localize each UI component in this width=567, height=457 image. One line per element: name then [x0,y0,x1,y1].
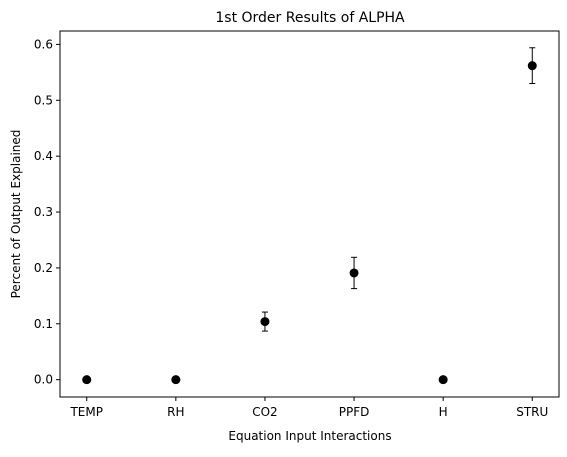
y-tick-label: 0.3 [34,205,53,219]
x-axis: TEMP RH CO2 PPFD H STRU [69,397,548,419]
data-point [349,268,359,278]
chart-title: 1st Order Results of ALPHA [215,10,405,26]
data-point [438,375,448,385]
y-tick-label: 0.6 [34,37,53,51]
data-point [82,375,92,385]
x-tick-label: RH [167,405,184,419]
data-points [82,47,537,385]
data-point [260,317,270,327]
y-tick-label: 0.5 [34,93,53,107]
y-tick-label: 0.1 [34,317,53,331]
x-axis-label: Equation Input Interactions [228,429,391,443]
x-tick-label: H [439,405,448,419]
data-point [171,375,181,385]
y-tick-label: 0.4 [34,149,53,163]
y-axis: 0.0 0.1 0.2 0.3 0.4 0.5 0.6 [34,37,60,387]
y-tick-label: 0.2 [34,261,53,275]
x-tick-label: STRU [516,405,548,419]
x-tick-label: CO2 [252,405,277,419]
data-point [527,61,537,71]
y-axis-label: Percent of Output Explained [9,130,23,299]
x-tick-label: TEMP [69,405,103,419]
y-tick-label: 0.0 [34,373,53,387]
plot-frame [59,30,560,398]
x-tick-label: PPFD [339,405,370,419]
